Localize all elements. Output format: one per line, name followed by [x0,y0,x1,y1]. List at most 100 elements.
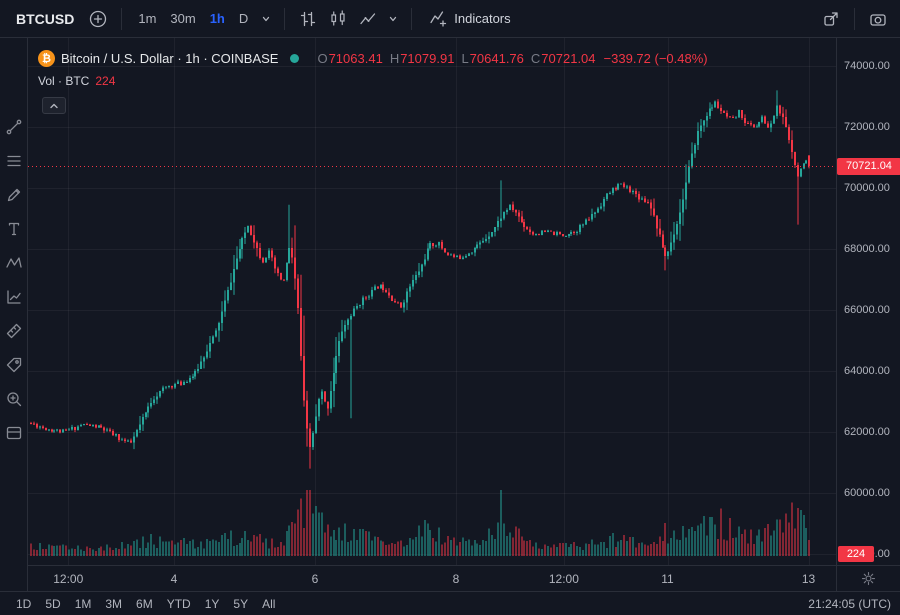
range-3M[interactable]: 3M [98,595,129,613]
market-status-dot[interactable] [290,54,300,63]
timeframe-D[interactable]: D [232,6,255,31]
main-area: ₿ Bitcoin / U.S. Dollar · 1h · COINBASE … [0,38,900,591]
price-tick: 60000.00 [844,487,890,499]
xabcd-pattern-icon [5,257,22,268]
legend-collapse-button[interactable] [42,97,66,114]
axis-settings-button[interactable] [859,569,879,589]
range-5D[interactable]: 5D [38,595,67,613]
price-tick: 68000.00 [844,243,890,255]
drawing-tools-sidebar [0,38,28,591]
volume-badge: 224 [838,546,874,562]
range-YTD[interactable]: YTD [160,595,198,613]
compare-add-symbol-button[interactable] [84,5,112,33]
bars-style-icon [301,11,316,26]
fib-retracement-icon [6,155,21,167]
price-axis[interactable]: 70721.04 224 74000.00 72000.00 70000.00 680… [837,38,900,565]
brush-tool[interactable] [2,186,26,204]
volume-indicator-title[interactable]: Vol · BTC [38,74,90,88]
price-tag-icon [6,357,21,373]
forecast-tool[interactable] [2,288,26,306]
chart-pane: ₿ Bitcoin / U.S. Dollar · 1h · COINBASE … [28,38,836,591]
panel-icon [6,426,21,440]
range-5Y[interactable]: 5Y [226,595,255,613]
forecast-icon [6,290,21,304]
fib-retracement-tool[interactable] [2,152,26,170]
panel-tool[interactable] [2,424,26,442]
candlestick-chart[interactable] [28,38,836,565]
chevron-up-icon [50,103,58,108]
high-value: 71079.91 [400,51,455,66]
publish-share-button[interactable] [817,5,845,33]
legend: ₿ Bitcoin / U.S. Dollar · 1h · COINBASE … [38,50,708,114]
time-tick: 6 [311,572,319,586]
indicators-button[interactable]: Indicators [421,5,518,33]
close-value: 70721.04 [541,51,596,66]
symbol-search-button[interactable]: BTCUSD [16,10,75,27]
time-tick: 11 [661,572,674,586]
range-6M[interactable]: 6M [129,595,160,613]
time-tick: 12:00 [53,572,84,586]
indicators-icon [430,10,447,27]
last-price-badge: 70721.04 [837,158,900,175]
price-tick: 74000.00 [844,60,890,72]
gear-icon [861,571,876,586]
price-tick: 72000.00 [844,121,890,133]
date-range-group: 1D 5D 1M 3M 6M YTD 1Y 5Y All [9,595,282,613]
candles-style-button[interactable] [324,5,352,33]
interval-menu-button[interactable] [257,5,275,33]
top-toolbar: BTCUSD 1m 30m 1h D Indicators [0,0,900,38]
time-tick: 13 [801,572,816,586]
range-1D[interactable]: 1D [9,595,38,613]
snapshot-camera-button[interactable] [864,5,892,33]
chevron-down-icon [390,16,397,21]
price-tick: 64000.00 [844,365,890,377]
indicators-label: Indicators [454,11,511,26]
measure-icon [6,323,21,339]
low-value: 70641.76 [469,51,524,66]
close-key: C [530,51,541,66]
legend-symbol-title[interactable]: Bitcoin / U.S. Dollar · 1h · COINBASE [61,51,279,66]
timeframe-1h[interactable]: 1h [203,6,232,31]
separator [284,7,286,30]
price-tag-tool[interactable] [2,356,26,374]
zoom-in-tool[interactable] [2,390,26,408]
change-value: −339.72 (−0.48%) [603,51,708,66]
trend-line-icon [6,119,21,135]
timeframe-1m[interactable]: 1m [131,6,163,31]
separator [411,7,413,30]
range-1Y[interactable]: 1Y [198,595,227,613]
timeframe-30m[interactable]: 30m [163,6,202,31]
area-style-icon [360,12,376,24]
clock-utc[interactable]: 21:24:05 (UTC) [808,596,891,611]
axis-settings-corner [837,565,900,591]
low-key: L [461,51,469,66]
separator [121,7,123,30]
chart-plot-area[interactable]: ₿ Bitcoin / U.S. Dollar · 1h · COINBASE … [28,38,836,565]
time-tick: 8 [452,572,460,586]
high-key: H [389,51,400,66]
style-menu-button[interactable] [384,5,402,33]
open-value: 71063.41 [328,51,383,66]
text-tool[interactable] [2,220,26,238]
candles-style-icon [331,9,345,26]
trend-line-tool[interactable] [2,118,26,136]
bitcoin-logo-icon: ₿ [38,50,55,67]
xabcd-pattern-tool[interactable] [2,254,26,272]
ohlc-values: O 71063.41 H 71079.91 L 70641.76 C 70721.04 … [310,51,707,66]
area-style-button[interactable] [354,5,382,33]
price-axis-column: 70721.04 224 74000.00 72000.00 70000.00 680… [836,38,900,591]
bottom-toolbar: 1D 5D 1M 3M 6M YTD 1Y 5Y All 21:24:05 (UTC) [0,591,900,615]
text-icon [8,222,19,236]
brush-icon [7,188,20,202]
price-tick: 62000.00 [844,426,890,438]
time-tick: 4 [170,572,178,586]
separator [854,7,855,30]
time-axis[interactable]: 12:00 4 6 8 12:00 11 13 [28,565,836,591]
bars-style-button[interactable] [294,5,322,33]
range-1M[interactable]: 1M [68,595,99,613]
measure-tool[interactable] [2,322,26,340]
chevron-down-icon [263,16,270,21]
timeframe-group: 1m 30m 1h D [131,6,255,31]
range-All[interactable]: All [255,595,282,613]
